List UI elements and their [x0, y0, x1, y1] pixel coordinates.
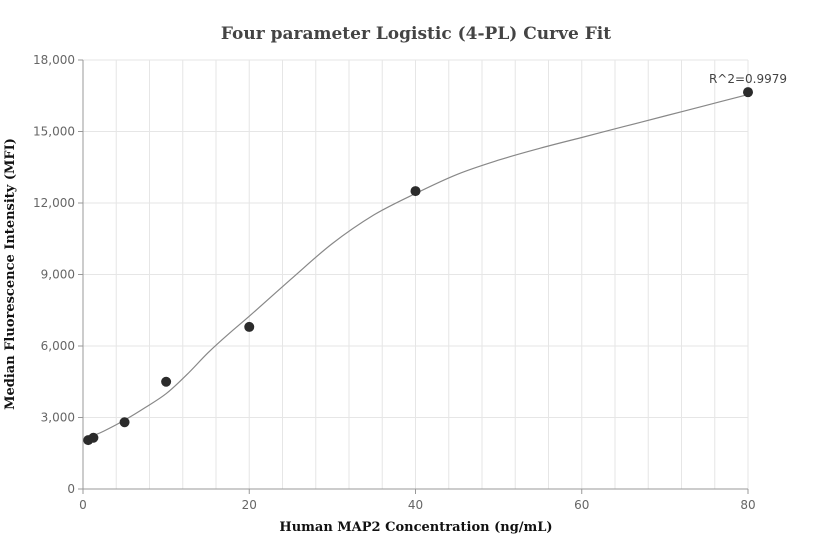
y-tick-label: 3,000 [41, 411, 75, 425]
y-tick-label: 15,000 [33, 125, 75, 139]
axes [78, 59, 749, 494]
x-tick-label: 20 [242, 498, 257, 512]
x-tick-label: 40 [408, 498, 423, 512]
x-tick-label: 0 [79, 498, 87, 512]
data-point [88, 432, 99, 443]
data-points [83, 87, 753, 446]
y-tick-labels: 0 3,000 6,000 9,000 12,000 15,000 18,000 [33, 53, 75, 496]
x-axis-title: Human MAP2 Concentration (ng/mL) [279, 520, 552, 535]
fit-curve [87, 94, 749, 439]
data-point [244, 321, 255, 332]
x-tick-label: 80 [740, 498, 755, 512]
y-tick-label: 12,000 [33, 196, 75, 210]
x-tick-labels: 0 20 40 60 80 [79, 498, 755, 512]
r-squared-annotation: R^2=0.9979 [709, 72, 787, 86]
data-point [743, 87, 753, 98]
data-point [161, 376, 172, 387]
y-tick-label: 9,000 [41, 268, 75, 282]
chart-title: Four parameter Logistic (4-PL) Curve Fit [221, 24, 611, 44]
y-axis-title: Median Fluorescence Intensity (MFI) [3, 138, 18, 410]
y-tick-label: 0 [67, 482, 75, 496]
grid [82, 59, 749, 490]
y-tick-label: 18,000 [33, 53, 75, 67]
x-tick-label: 60 [574, 498, 589, 512]
y-tick-label: 6,000 [41, 339, 75, 353]
data-point [119, 417, 130, 428]
data-point [410, 186, 421, 197]
